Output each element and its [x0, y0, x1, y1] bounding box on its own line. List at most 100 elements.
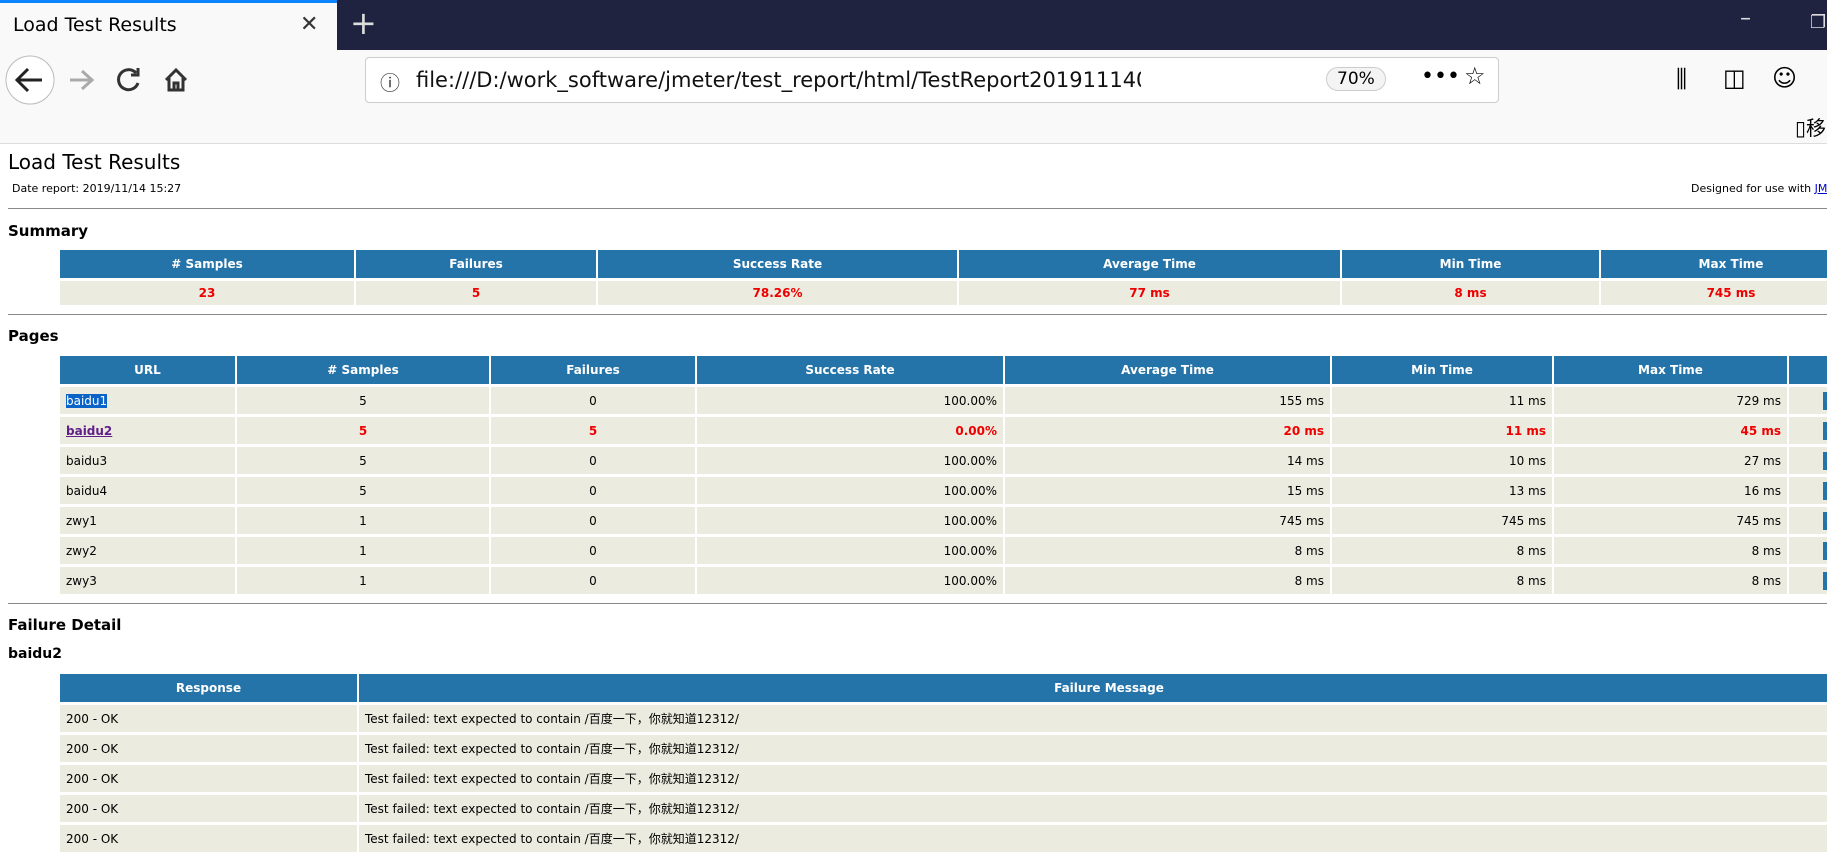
cell: + [1789, 537, 1827, 567]
row: 200 - OK Test failed: text expected to co… [60, 825, 1827, 855]
restore[interactable]: ❐ [1810, 12, 1827, 33]
expand-button[interactable]: + [1823, 451, 1827, 470]
pages-table: URL # Samples Failures Success Rate Average … [58, 356, 1827, 597]
cell: 11 ms [1332, 387, 1552, 417]
cell: baidu2 [60, 417, 235, 447]
divider [8, 603, 1827, 604]
page-title: Load Test Results [8, 150, 181, 174]
cell: 100.00% [697, 477, 1003, 507]
cell: zwy2 [60, 537, 235, 567]
cell: 1 [237, 537, 489, 567]
cell: 8 ms [1332, 567, 1552, 597]
cell: 745 ms [1332, 507, 1552, 537]
cell: 100.00% [697, 447, 1003, 477]
reload-button[interactable] [117, 68, 140, 92]
cell: 200 - OK [60, 735, 357, 765]
cell: 1 [237, 507, 489, 537]
cell: 0 [491, 567, 695, 597]
cell: Test failed: text expected to contain /百… [359, 705, 1827, 735]
failure-page: baidu2 [8, 646, 62, 662]
mobile-text: 移 [1806, 116, 1827, 140]
sidebar[interactable]: ◫ [1723, 64, 1746, 92]
cell: 5 [491, 417, 695, 447]
cell: + [1789, 477, 1827, 507]
tab[interactable]: Load Test Results ✕ [0, 0, 337, 50]
tab-title: Load Test Results [13, 14, 177, 36]
cell: 27 ms [1554, 447, 1787, 477]
selected-text: baidu1 [66, 393, 108, 408]
cell: 5 [237, 447, 489, 477]
tab-close[interactable]: ✕ [300, 12, 319, 37]
cell: 0.00% [697, 417, 1003, 447]
cell: 100.00% [697, 507, 1003, 537]
header-cell: Failures [491, 356, 695, 387]
cell: 1 [237, 567, 489, 597]
url: file:///D:/work_software/jmeter/test_rep… [416, 68, 1141, 92]
toolbar: ⓘ file:///D:/work_software/jmeter/test_r… [0, 50, 1827, 144]
bookmark-star[interactable]: ☆ [1464, 62, 1486, 90]
summary-heading: Summary [8, 222, 89, 240]
header-cell: Average Time [1005, 356, 1330, 387]
home-button[interactable] [164, 67, 188, 92]
info-icon[interactable]: ⓘ [380, 71, 400, 95]
cell: + [1789, 387, 1827, 417]
divider [8, 314, 1827, 315]
cell: + [1789, 507, 1827, 537]
mobile-bookmarks[interactable]: ▯移 [1795, 116, 1827, 140]
expand-button[interactable]: + [1823, 511, 1827, 530]
cell: baidu1 [60, 387, 235, 417]
cell: 0 [491, 447, 695, 477]
cell: 8 ms [1554, 567, 1787, 597]
failure-table: Response Failure Message 200 - OK Test fail… [58, 674, 1827, 855]
minimize[interactable]: – [1740, 6, 1751, 31]
header-cell: URL [60, 356, 235, 387]
cell: 20 ms [1005, 417, 1330, 447]
cell: 23 [60, 281, 354, 308]
expand-button[interactable]: + [1823, 421, 1827, 440]
failure-heading: Failure Detail [8, 616, 122, 634]
cell: 155 ms [1005, 387, 1330, 417]
expand-button[interactable]: + [1823, 391, 1827, 410]
divider [8, 208, 1827, 209]
url-bar[interactable]: ⓘ file:///D:/work_software/jmeter/test_r… [365, 57, 1499, 103]
cell: zwy3 [60, 567, 235, 597]
expand-button[interactable]: + [1823, 541, 1827, 560]
row: 200 - OK Test failed: text expected to co… [60, 735, 1827, 765]
new-tab[interactable]: + [350, 4, 377, 42]
cell: 5 [356, 281, 596, 308]
forward-button[interactable] [70, 69, 95, 91]
expand-button[interactable]: + [1823, 481, 1827, 500]
account[interactable]: ☺ [1772, 64, 1798, 92]
cell: 5 [237, 387, 489, 417]
more-actions[interactable]: ••• [1421, 64, 1460, 89]
cell: baidu4 [60, 477, 235, 507]
expand-button[interactable]: + [1823, 571, 1827, 590]
header-cell: Response [60, 674, 357, 705]
header-row: Response Failure Message [60, 674, 1827, 705]
zoom-level[interactable]: 70% [1326, 67, 1386, 91]
cell: 100.00% [697, 567, 1003, 597]
jmeter-link[interactable]: JM [1814, 182, 1827, 195]
cell: 15 ms [1005, 477, 1330, 507]
cell: 5 [237, 477, 489, 507]
cell: 745 ms [1601, 281, 1827, 308]
designed-for: Designed for use with JM [1691, 182, 1827, 195]
cell: 14 ms [1005, 447, 1330, 477]
cell: 745 ms [1554, 507, 1787, 537]
cell: + [1789, 417, 1827, 447]
cell: 8 ms [1554, 537, 1787, 567]
cell: Test failed: text expected to contain /百… [359, 795, 1827, 825]
cell: 8 ms [1342, 281, 1599, 308]
cell: 77 ms [959, 281, 1340, 308]
pages-heading: Pages [8, 327, 59, 345]
library[interactable]: ⫼ [1676, 65, 1688, 93]
cell: 0 [491, 387, 695, 417]
cell: Test failed: text expected to contain /百… [359, 825, 1827, 855]
cell: 16 ms [1554, 477, 1787, 507]
